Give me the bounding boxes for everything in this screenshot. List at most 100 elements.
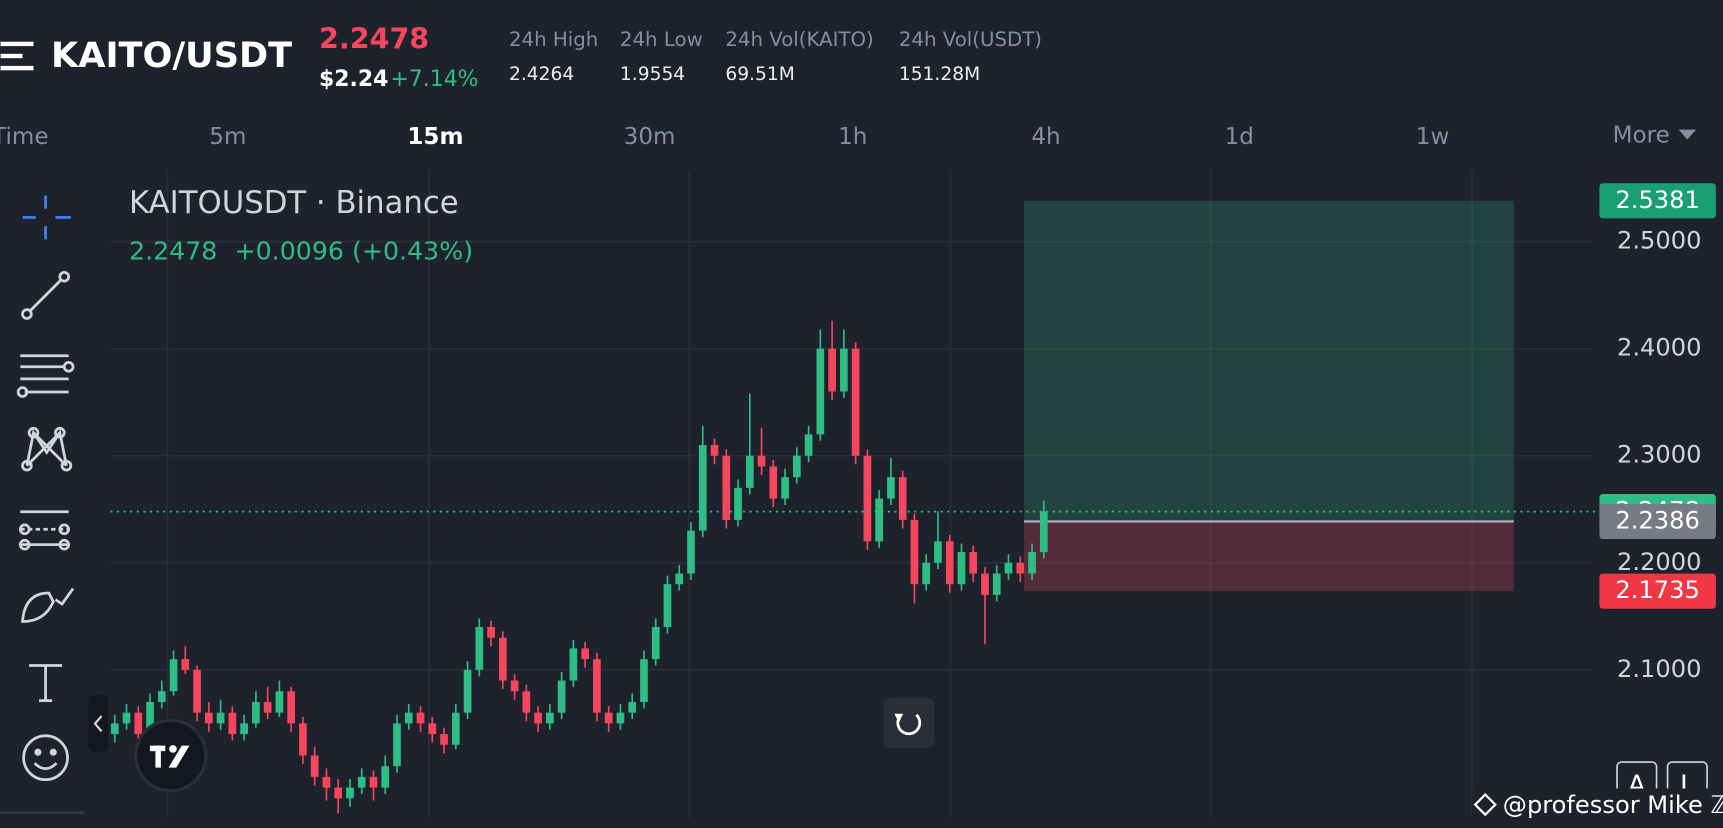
- collapse-button[interactable]: [88, 695, 109, 753]
- emoji-tool[interactable]: [22, 734, 69, 782]
- candle-body: [381, 766, 390, 788]
- fib-tool[interactable]: [16, 354, 75, 398]
- candle-body: [522, 691, 531, 713]
- candle-body: [546, 712, 554, 724]
- timeframe-tab[interactable]: 5m: [209, 124, 246, 150]
- candle-body: [357, 776, 366, 788]
- candle-body: [263, 701, 272, 713]
- candle-body: [346, 787, 354, 799]
- candle-body: [628, 701, 637, 713]
- candle-body: [393, 723, 401, 767]
- stat-value: 69.51M: [725, 64, 795, 85]
- candle-body: [534, 712, 542, 724]
- candle-body: [687, 530, 695, 574]
- candle-body: [616, 712, 625, 724]
- candle-body: [369, 776, 378, 788]
- candle-body: [134, 712, 143, 735]
- candle-body: [416, 712, 425, 724]
- candle-body: [957, 552, 966, 585]
- forecast-tool[interactable]: [18, 510, 71, 551]
- candle-body: [604, 712, 613, 724]
- candle-body: [487, 627, 495, 638]
- candle-body: [228, 712, 237, 735]
- watermark-bg: [1472, 788, 1723, 828]
- timeframe-tab[interactable]: 1d: [1225, 124, 1254, 150]
- candle-body: [1028, 552, 1036, 574]
- candle-body: [157, 691, 166, 702]
- candle-body: [1016, 562, 1025, 574]
- target-tag: 2.5381: [1615, 186, 1699, 214]
- candle-body: [792, 455, 801, 478]
- candle-body: [310, 755, 319, 777]
- candle-body: [710, 445, 719, 456]
- candle-body: [851, 348, 860, 456]
- entry-tag: 2.2386: [1615, 506, 1699, 534]
- candle-body: [122, 712, 131, 724]
- candle-body: [969, 552, 978, 574]
- timeframe-tab[interactable]: 1h: [838, 124, 867, 150]
- price-usd: $2.24: [319, 67, 388, 92]
- candle-body: [840, 348, 848, 392]
- more-tab[interactable]: More: [1613, 123, 1670, 149]
- y-tick-label: 2.2000: [1617, 548, 1701, 576]
- watermark: @professor Mike ℤ: [1503, 791, 1723, 819]
- candle-body: [322, 776, 331, 788]
- candle-body: [510, 680, 519, 692]
- candle-body: [287, 691, 296, 724]
- watermark-icon: [1473, 792, 1497, 817]
- candle-body: [428, 723, 437, 735]
- candle-body: [334, 787, 343, 799]
- stat-label: 24h Vol(KAITO): [725, 28, 873, 51]
- candle-body: [887, 477, 895, 499]
- stat-value: 151.28M: [899, 64, 980, 85]
- brush-tool[interactable]: [21, 587, 75, 623]
- candle-body: [1004, 562, 1013, 574]
- candle-body: [651, 627, 660, 660]
- tv-logo[interactable]: [133, 718, 208, 793]
- target-tag-bg: [1599, 183, 1716, 219]
- timeframe-tab[interactable]: Time: [0, 124, 49, 150]
- last-price: 2.2478: [129, 237, 217, 266]
- candle-body: [945, 541, 954, 585]
- candle-body: [240, 723, 248, 735]
- candle-body: [216, 712, 225, 724]
- candle-body: [757, 455, 766, 467]
- y-tick-label: 2.3000: [1617, 441, 1701, 469]
- candle-body: [181, 659, 190, 670]
- candle-body: [663, 584, 672, 628]
- candle-body: [875, 498, 883, 542]
- text-tool[interactable]: [29, 664, 63, 702]
- trendline-tool[interactable]: [21, 270, 71, 320]
- pair[interactable]: KAITO/USDT: [51, 35, 292, 76]
- pattern-tool[interactable]: [21, 426, 73, 472]
- candle-body: [498, 637, 507, 681]
- candle-body: [769, 466, 778, 499]
- reset-button[interactable]: [883, 697, 934, 748]
- stat-label: 24h Vol(USDT): [899, 28, 1042, 51]
- candle-body: [863, 455, 872, 542]
- timeframe-tab[interactable]: 4h: [1031, 124, 1060, 150]
- candle-body: [698, 445, 707, 531]
- stop-tag-bg: [1599, 573, 1716, 609]
- candle-body: [581, 648, 590, 660]
- candle-body: [299, 723, 307, 756]
- candle-body: [981, 573, 989, 595]
- change: +7.14%: [390, 67, 478, 92]
- candle-body: [992, 573, 1001, 595]
- menu-icon[interactable]: [0, 41, 34, 71]
- candle-body: [569, 648, 578, 681]
- candle-body: [816, 348, 825, 435]
- candle-body: [922, 562, 931, 585]
- candle-body: [275, 691, 284, 713]
- crosshair-tool[interactable]: [22, 195, 71, 240]
- toolbar: [0, 195, 85, 814]
- more-arrow: [1678, 129, 1697, 140]
- candle-body: [169, 659, 178, 692]
- timeframe-tab[interactable]: 30m: [624, 124, 676, 150]
- price: 2.2478: [319, 22, 429, 56]
- timeframe-tab[interactable]: 15m: [407, 124, 463, 150]
- candle-body: [440, 734, 448, 745]
- timeframe-tab[interactable]: 1w: [1416, 124, 1450, 150]
